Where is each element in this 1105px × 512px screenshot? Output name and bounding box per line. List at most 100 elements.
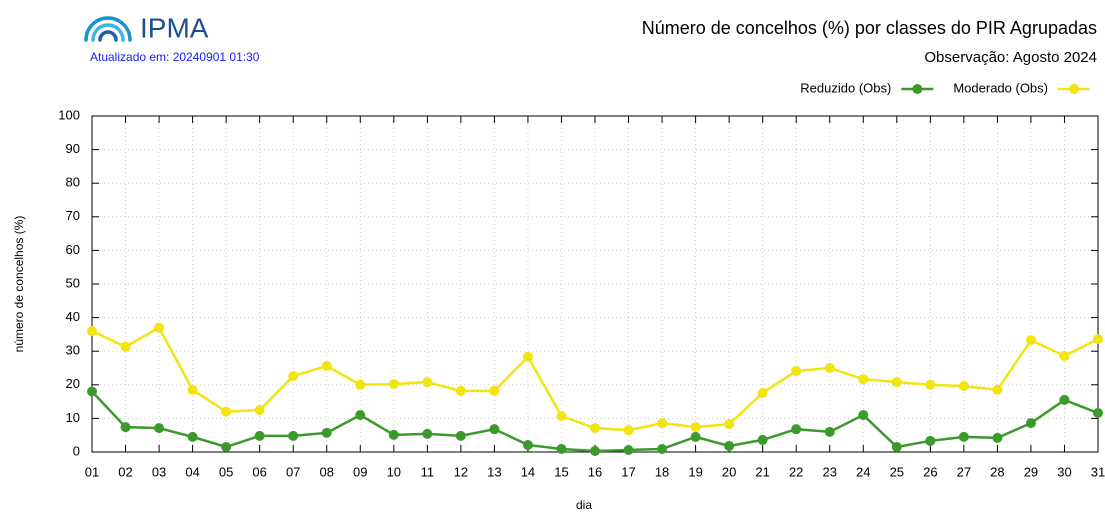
point	[1025, 335, 1036, 346]
point	[1093, 408, 1103, 419]
point	[187, 431, 198, 442]
point	[87, 326, 97, 337]
point	[120, 422, 131, 433]
x-tick-label: 19	[688, 464, 702, 479]
x-tick-label: 03	[152, 464, 166, 479]
chart-subtitle: Observação: Agosto 2024	[924, 49, 1097, 66]
y-tick-label: 90	[66, 141, 80, 156]
point	[757, 434, 768, 445]
point	[590, 423, 600, 434]
point	[824, 363, 835, 373]
point	[958, 381, 969, 392]
point	[221, 406, 232, 417]
x-tick-label: 27	[957, 464, 971, 479]
x-tick-label: 22	[789, 464, 803, 479]
point	[355, 379, 366, 390]
legend-marker	[912, 84, 923, 94]
point	[724, 419, 735, 430]
point	[590, 445, 600, 456]
logo-arc	[98, 30, 118, 42]
point	[791, 424, 802, 435]
point	[522, 351, 533, 362]
point	[757, 387, 768, 398]
x-tick-label: 20	[722, 464, 736, 479]
point	[254, 430, 265, 441]
point	[489, 385, 500, 396]
x-tick-label: 11	[421, 464, 435, 479]
y-tick-label: 10	[66, 410, 80, 425]
point	[388, 429, 399, 440]
x-axis-label: dia	[576, 498, 592, 512]
point	[288, 371, 299, 382]
x-tick-label: 02	[118, 464, 132, 479]
x-tick-label: 10	[387, 464, 401, 479]
x-tick-label: 06	[252, 464, 266, 479]
point	[254, 405, 265, 415]
x-tick-label: 25	[890, 464, 904, 479]
x-tick-label: 23	[822, 464, 836, 479]
logo-arc	[91, 23, 125, 42]
point	[724, 440, 735, 451]
point	[657, 443, 668, 454]
point	[1025, 418, 1036, 429]
logo-text: IPMA	[140, 12, 209, 43]
legend-label: Moderado (Obs)	[953, 80, 1048, 95]
point	[891, 441, 902, 452]
point	[791, 366, 802, 377]
x-tick-label: 16	[588, 464, 602, 479]
point	[1059, 350, 1070, 361]
point	[1059, 394, 1070, 405]
point	[422, 428, 433, 439]
point	[422, 377, 433, 388]
y-tick-label: 80	[66, 175, 80, 190]
logo-arc	[84, 16, 132, 42]
point	[288, 430, 299, 441]
point	[87, 386, 97, 397]
point	[154, 423, 165, 434]
x-tick-label: 18	[655, 464, 669, 479]
point	[321, 427, 332, 438]
x-tick-label: 07	[286, 464, 300, 479]
point	[623, 425, 634, 436]
point	[690, 422, 701, 433]
point	[489, 424, 500, 435]
point	[992, 384, 1003, 395]
point	[187, 384, 198, 395]
point	[690, 431, 701, 442]
y-tick-label: 50	[66, 275, 80, 290]
x-tick-label: 13	[487, 464, 501, 479]
point	[858, 410, 869, 421]
y-tick-label: 40	[66, 309, 80, 324]
series-line	[91, 325, 1099, 432]
point	[221, 441, 232, 452]
point	[388, 379, 399, 390]
x-tick-label: 08	[319, 464, 333, 479]
x-tick-label: 17	[621, 464, 635, 479]
point	[120, 341, 131, 352]
x-tick-label: 12	[454, 464, 468, 479]
chart-title: Número de concelhos (%) por classes do P…	[642, 18, 1097, 38]
x-tick-label: 31	[1091, 464, 1105, 479]
y-tick-label: 30	[66, 343, 80, 358]
point	[623, 444, 634, 455]
x-tick-label: 21	[755, 464, 769, 479]
x-tick-label: 24	[856, 464, 870, 479]
point	[154, 322, 165, 333]
y-tick-label: 70	[66, 208, 80, 223]
point	[925, 379, 936, 390]
point	[1093, 334, 1103, 345]
x-tick-label: 09	[353, 464, 367, 479]
y-tick-label: 20	[66, 376, 80, 391]
point	[556, 443, 567, 454]
y-tick-label: 0	[73, 443, 80, 458]
point	[992, 432, 1003, 443]
x-tick-label: 30	[1057, 464, 1071, 479]
point	[455, 430, 466, 441]
point	[891, 377, 902, 388]
updated-text: Atualizado em: 20240901 01:30	[90, 50, 260, 64]
point	[824, 426, 835, 437]
point	[556, 411, 567, 422]
point	[321, 360, 332, 371]
